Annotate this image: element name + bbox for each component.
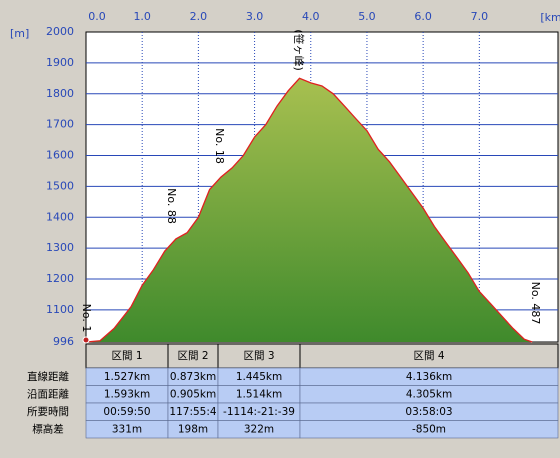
row-label: 標高差 bbox=[32, 422, 64, 435]
table-value: 322m bbox=[244, 423, 274, 435]
table-value: 0.873km bbox=[170, 371, 216, 383]
row-label: 沿面距離 bbox=[27, 387, 69, 400]
x-tick-label: 1.0 bbox=[133, 10, 151, 23]
table-value: 198m bbox=[178, 423, 208, 435]
table-value: -850m bbox=[412, 423, 446, 435]
table-value: 1.445km bbox=[236, 371, 282, 383]
table-value: 00:59:50 bbox=[103, 406, 150, 418]
y-tick-label: 1600 bbox=[46, 149, 74, 162]
x-tick-label: 7.0 bbox=[471, 10, 489, 23]
table-header: 区間 3 bbox=[243, 350, 274, 362]
table-value: 4.136km bbox=[406, 371, 452, 383]
y-tick-label: 996 bbox=[53, 335, 74, 348]
annotation: (笹ヶ峰) bbox=[292, 29, 305, 71]
x-tick-label: 5.0 bbox=[358, 10, 376, 23]
y-tick-label: 1500 bbox=[46, 179, 74, 192]
table-header-cell bbox=[299, 343, 559, 369]
table-cell bbox=[299, 420, 559, 439]
y-tick-label: 1100 bbox=[46, 303, 74, 316]
table-header: 区間 1 bbox=[111, 350, 142, 362]
table-value: 0.905km bbox=[170, 388, 216, 400]
table-header-cell bbox=[85, 343, 169, 369]
table-header: 区間 4 bbox=[413, 350, 444, 362]
annotation: No. 487 bbox=[529, 282, 542, 325]
y-tick-label: 1200 bbox=[46, 272, 74, 285]
table-value: 03:58:03 bbox=[405, 406, 452, 418]
y-tick-label: 1300 bbox=[46, 241, 74, 254]
table-value: 4.305km bbox=[406, 388, 452, 400]
table-value: 1.593km bbox=[104, 388, 150, 400]
annotation: No. 1 bbox=[80, 304, 93, 333]
table-value: 331m bbox=[112, 423, 142, 435]
table-header-cell bbox=[167, 343, 219, 369]
x-tick-label: 4.0 bbox=[302, 10, 320, 23]
x-tick-label: 6.0 bbox=[414, 10, 432, 23]
profile-line bbox=[85, 77, 533, 343]
annotation: No. 88 bbox=[165, 188, 178, 224]
y-tick-label: 2000 bbox=[46, 25, 74, 38]
table-value: 1.527km bbox=[104, 371, 150, 383]
table-value: -1114:-21:-39 bbox=[223, 406, 295, 418]
y-tick-label: 1700 bbox=[46, 118, 74, 131]
row-label: 所要時間 bbox=[27, 406, 69, 418]
annotation: No. 18 bbox=[213, 128, 226, 164]
y-tick-label: 1800 bbox=[46, 87, 74, 100]
area bbox=[86, 78, 533, 343]
row-label: 直線距離 bbox=[27, 370, 69, 383]
table-value: 117:55:4 bbox=[169, 406, 216, 418]
y-tick-label: 1900 bbox=[46, 56, 74, 69]
table-header-cell bbox=[217, 343, 301, 369]
x-unit: [km] bbox=[540, 11, 560, 24]
y-tick-label: 1400 bbox=[46, 210, 74, 223]
table-header: 区間 2 bbox=[177, 350, 208, 362]
x-tick-label: 2.0 bbox=[190, 10, 208, 23]
y-unit: [m] bbox=[10, 27, 29, 40]
x-tick-label: 0.0 bbox=[88, 10, 106, 23]
x-tick-label: 3.0 bbox=[246, 10, 264, 23]
start-marker bbox=[82, 336, 90, 344]
table-value: 1.514km bbox=[236, 388, 282, 400]
